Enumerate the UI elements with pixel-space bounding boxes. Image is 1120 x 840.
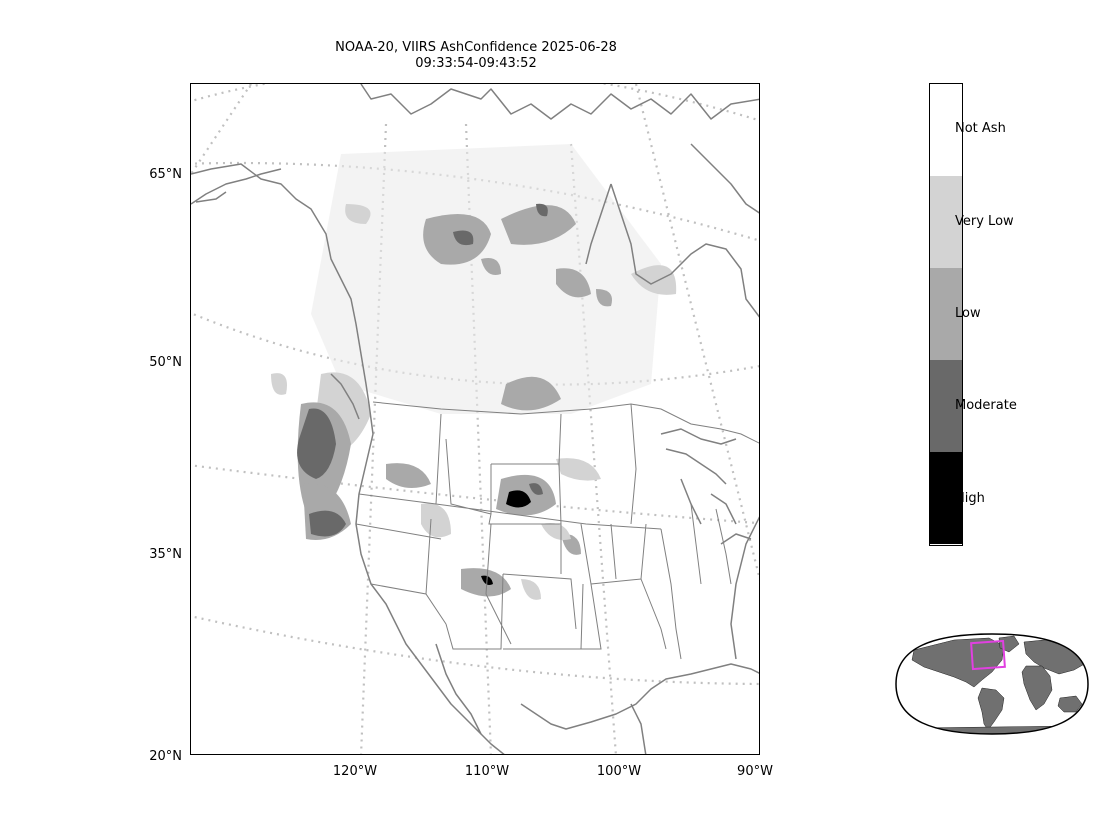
baja	[435, 643, 482, 735]
colorbar-label-low: Low	[955, 306, 981, 321]
lat-label-65: 65°N	[149, 167, 182, 182]
parallel-55	[191, 161, 759, 242]
alaska-south	[195, 191, 227, 203]
inset-canvas	[895, 633, 1089, 735]
state-lines	[355, 403, 732, 660]
us-east-coast	[730, 516, 759, 660]
africa	[1021, 665, 1053, 711]
hudson-bay	[610, 183, 759, 318]
parallel-50	[191, 311, 759, 386]
lat-label-35: 35°N	[149, 547, 182, 562]
colorbar-label-moderate: Moderate	[955, 398, 1017, 413]
colorbar-segment-low	[930, 268, 962, 360]
vancouver-island	[330, 373, 360, 420]
australia	[1057, 695, 1083, 713]
inset-outline	[895, 633, 1089, 735]
south-america	[977, 687, 1005, 731]
lat-label-20: 20°N	[149, 749, 182, 764]
inset-extent-box	[970, 639, 1006, 671]
inset-locator-map	[894, 632, 1090, 736]
political-borders	[355, 401, 759, 660]
lon-label-90w: 90°W	[737, 764, 773, 779]
main-map[interactable]	[190, 83, 760, 755]
alaska-coast	[191, 168, 282, 205]
lon-label-100w: 100°W	[596, 764, 642, 779]
us-west-coast	[355, 403, 505, 754]
lon-label-120w: 120°W	[332, 764, 378, 779]
meridian-90	[634, 84, 759, 581]
lat-label-50: 50°N	[149, 355, 182, 370]
title-line-2: 09:33:54-09:43:52	[415, 56, 537, 71]
hudson-west	[585, 183, 612, 265]
labrador	[690, 143, 759, 214]
us-canada-border	[372, 401, 759, 444]
title-line-1: NOAA-20, VIIRS AshConfidence 2025-06-28	[335, 40, 617, 55]
colorbar-segment-not-ash	[930, 84, 962, 176]
colorbar-segment-high	[930, 452, 962, 544]
ash-pixels	[271, 144, 677, 600]
colorbar-label-very-low: Very Low	[955, 214, 1014, 229]
coastlines	[191, 84, 759, 754]
lon-label-110w: 110°W	[464, 764, 510, 779]
great-lakes	[660, 428, 752, 545]
arctic-islands	[360, 84, 759, 120]
colorbar-segment-moderate	[930, 360, 962, 452]
parallel-60	[191, 84, 759, 122]
colorbar-label-high: High	[955, 491, 985, 506]
mexico-gulf-coast	[630, 703, 647, 754]
colorbar-segment-very-low	[930, 176, 962, 268]
gulf-of-mexico	[520, 663, 759, 730]
colorbar	[929, 83, 963, 546]
map-canvas	[191, 84, 759, 754]
meridian-100	[569, 143, 617, 754]
plot-title: NOAA-20, VIIRS AshConfidence 2025-06-28 …	[190, 40, 762, 72]
north-america	[911, 637, 1005, 688]
colorbar-label-not-ash: Not Ash	[955, 121, 1006, 136]
canada-arctic-coast	[191, 163, 370, 405]
parallel-45	[191, 464, 759, 525]
